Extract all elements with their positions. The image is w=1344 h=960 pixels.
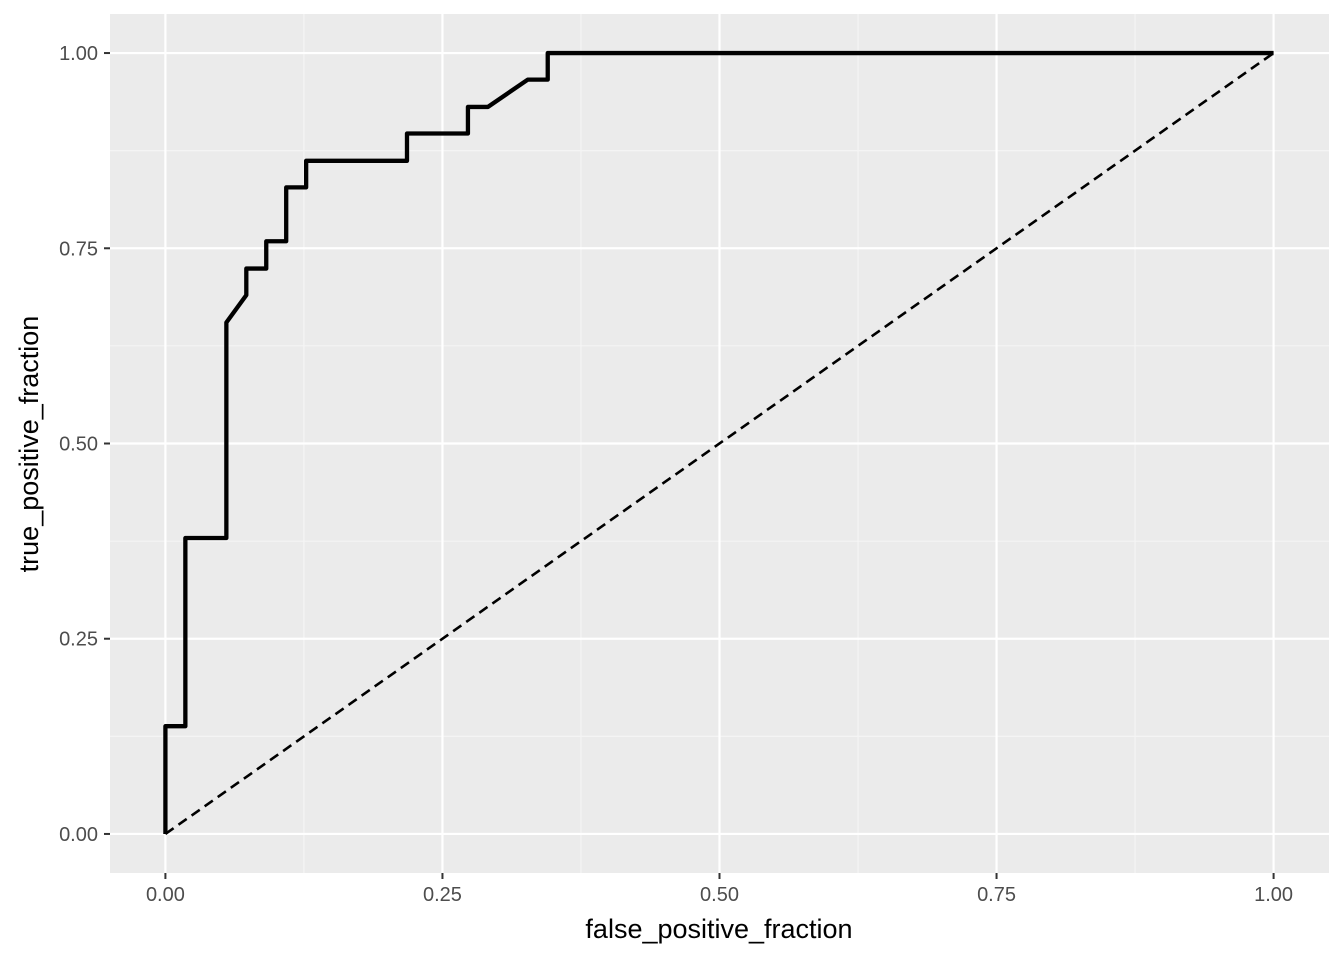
y-axis-title: true_positive_fraction: [14, 316, 44, 573]
x-tick-label: 0.50: [700, 884, 739, 906]
y-tick-label: 0.00: [59, 824, 98, 846]
x-tick-label: 0.75: [977, 884, 1016, 906]
y-tick-label: 0.50: [59, 434, 98, 456]
x-axis: 0.00 0.25 0.50 0.75 1.00: [146, 873, 1293, 906]
reference-diagonal-line: [164, 51, 1275, 836]
roc-curve-line: [163, 50, 1274, 834]
y-axis: 0.00 0.25 0.50 0.75 1.00: [59, 43, 110, 846]
y-tick-label: 1.00: [59, 43, 98, 65]
x-tick-label: 0.25: [423, 884, 462, 906]
y-tick-label: 0.25: [59, 629, 98, 651]
x-tick-label: 0.00: [146, 884, 185, 906]
x-axis-title: false_positive_fraction: [585, 914, 852, 944]
series-layer: [163, 50, 1275, 836]
y-tick-label: 0.75: [59, 238, 98, 260]
x-tick-label: 1.00: [1254, 884, 1293, 906]
